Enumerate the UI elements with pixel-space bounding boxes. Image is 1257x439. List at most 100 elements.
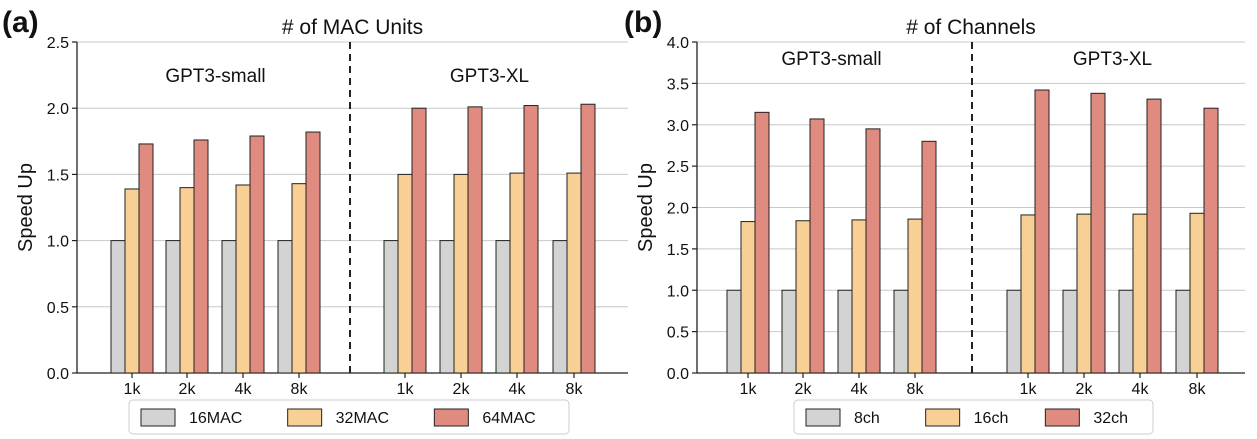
chart-title: # of MAC Units [282, 16, 423, 39]
group-label: GPT3-XL [1073, 49, 1152, 70]
x-tick-label: 8k [291, 381, 309, 398]
legend-swatch [805, 408, 841, 427]
group-label: GPT3-small [165, 66, 265, 87]
legend-label: 32ch [1093, 410, 1128, 427]
bar [1076, 213, 1092, 374]
bar [453, 173, 469, 374]
bar [1034, 89, 1050, 374]
y-tick-label: 0.0 [47, 366, 69, 383]
bar [1090, 92, 1106, 374]
x-tick-label: 8k [566, 381, 584, 398]
legend: 8ch 16ch 32ch [793, 399, 1154, 435]
bar [165, 240, 181, 374]
y-axis-label: Speed Up [635, 163, 657, 252]
bar [179, 187, 195, 374]
bar [221, 240, 237, 374]
bar [754, 111, 770, 374]
bar [566, 172, 582, 374]
bar [552, 240, 568, 374]
x-tick-label: 4k [1132, 381, 1150, 398]
legend-label: 8ch [854, 410, 880, 427]
x-tick-label: 2k [1076, 381, 1094, 398]
chart-1: 0.0 0.5 1.0 1.5 2.0 2.5 3.0 3.5 4.0 GPT3-small 1k 2… [624, 6, 1245, 435]
bar [1062, 289, 1078, 374]
bar [1175, 289, 1191, 374]
bar [305, 131, 321, 374]
bar [740, 221, 756, 374]
x-tick-label: 1k [1020, 381, 1038, 398]
y-tick-label: 2.5 [667, 159, 689, 176]
bar [1132, 213, 1148, 374]
legend-swatch [287, 408, 323, 427]
legend-swatch [140, 408, 176, 427]
y-tick-label: 3.5 [667, 76, 689, 93]
chart-0: 0.0 0.5 1.0 1.5 2.0 2.5 GPT3-small 1k 2k 4k 8k GPT3… [2, 6, 628, 435]
y-tick-label: 0.0 [667, 366, 689, 383]
bar [726, 289, 742, 374]
y-axis-label: Speed Up [15, 163, 37, 252]
x-tick-label: 1k [124, 381, 142, 398]
bar [795, 220, 811, 374]
y-tick-label: 1.0 [667, 283, 689, 300]
y-tick-label: 0.5 [667, 325, 689, 342]
bar [580, 103, 596, 374]
legend-swatch [925, 408, 961, 427]
bar [1146, 98, 1162, 374]
bar [781, 289, 797, 374]
x-tick-label: 1k [740, 381, 758, 398]
chart-title: # of Channels [906, 16, 1036, 39]
legend-swatch [1044, 408, 1080, 427]
bar [193, 139, 209, 374]
bar [523, 105, 539, 374]
x-tick-label: 2k [453, 381, 471, 398]
legend-label: 16MAC [189, 410, 242, 427]
panel-label: (a) [2, 6, 39, 39]
bar [291, 183, 307, 374]
bar [921, 140, 937, 374]
legend-label: 16ch [974, 410, 1009, 427]
bar [1006, 289, 1022, 374]
x-tick-label: 4k [509, 381, 527, 398]
bar [467, 106, 483, 374]
legend-label: 64MAC [482, 410, 535, 427]
bar [851, 219, 867, 374]
bar [509, 172, 525, 374]
bar [235, 184, 251, 374]
y-tick-label: 4.0 [667, 35, 689, 52]
bar [411, 107, 427, 374]
bar [1189, 212, 1205, 374]
x-tick-label: 4k [235, 381, 253, 398]
bar [138, 143, 154, 374]
group-label: GPT3-small [781, 49, 881, 70]
bar [865, 128, 881, 374]
y-tick-label: 2.5 [47, 35, 69, 52]
bar [1118, 289, 1134, 374]
y-tick-label: 1.5 [47, 167, 69, 184]
bar [1020, 214, 1036, 374]
y-tick-label: 2.0 [667, 201, 689, 218]
y-tick-label: 0.5 [47, 300, 69, 317]
legend-swatch [433, 408, 469, 427]
x-tick-label: 2k [179, 381, 197, 398]
bar [893, 289, 909, 374]
bar [439, 240, 455, 374]
legend-label: 32MAC [336, 410, 389, 427]
x-tick-label: 8k [907, 381, 925, 398]
bar [809, 118, 825, 374]
bar [397, 173, 413, 374]
panel-label: (b) [624, 6, 662, 39]
x-tick-label: 8k [1189, 381, 1207, 398]
y-tick-label: 1.5 [667, 242, 689, 259]
y-tick-label: 3.0 [667, 118, 689, 135]
legend: 16MAC 32MAC 64MAC [128, 399, 570, 435]
bar [1203, 107, 1219, 374]
bar [124, 188, 140, 374]
y-tick-label: 1.0 [47, 234, 69, 251]
x-tick-label: 2k [795, 381, 813, 398]
bar [495, 240, 511, 374]
bar [383, 240, 399, 374]
x-tick-label: 1k [397, 381, 415, 398]
x-tick-label: 4k [851, 381, 869, 398]
y-tick-label: 2.0 [47, 101, 69, 118]
